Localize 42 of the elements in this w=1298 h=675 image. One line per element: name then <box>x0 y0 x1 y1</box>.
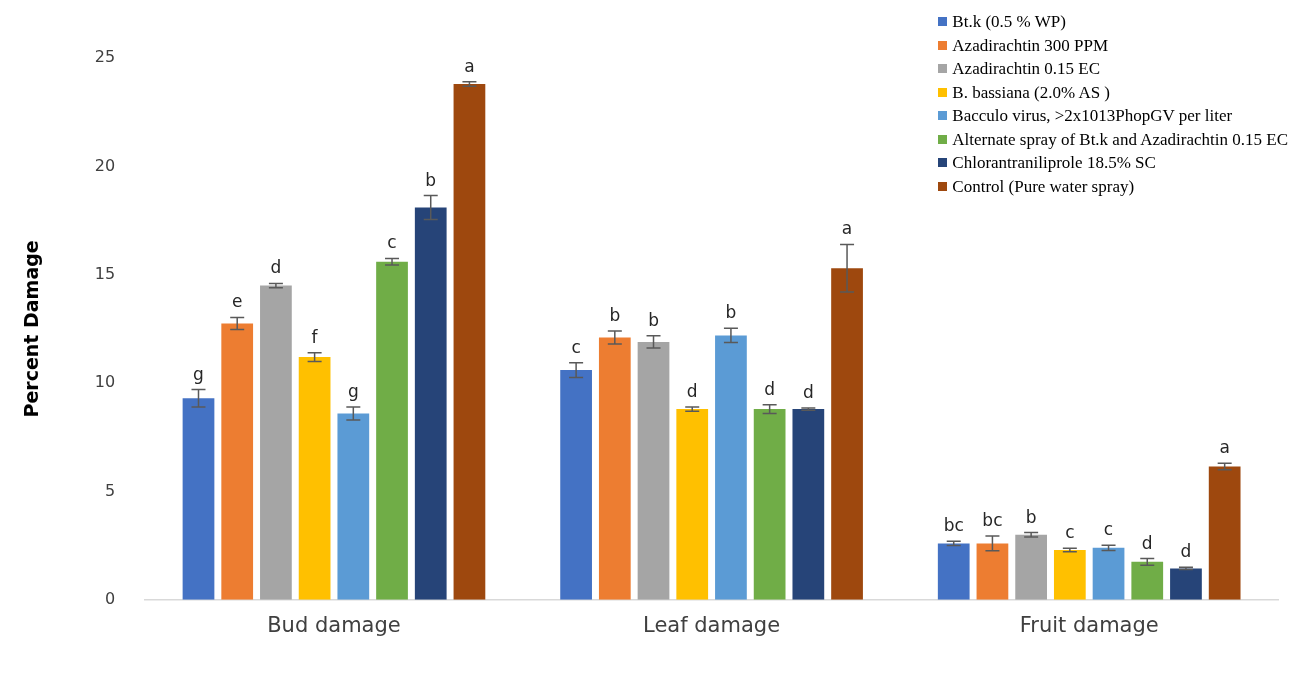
x-tick-label: Bud damage <box>267 612 401 637</box>
data-label: c <box>387 232 397 253</box>
legend-label: Control (Pure water spray) <box>952 175 1135 198</box>
data-label: b <box>609 304 621 325</box>
legend-label: Chlorantraniliprole 18.5% SC <box>952 152 1156 174</box>
y-axis-title: Percent Damage <box>20 240 43 418</box>
y-tick-label: 20 <box>94 155 116 175</box>
data-label: c <box>1065 522 1075 543</box>
legend-label: Alternate spray of Bt.k and Azadirachtin 0.15 EC <box>952 128 1288 151</box>
data-label: c <box>1103 519 1114 540</box>
y-tick-label: 0 <box>104 588 116 608</box>
x-tick-label: Fruit damage <box>1019 612 1159 637</box>
data-label: c <box>571 336 581 357</box>
data-label: g <box>347 380 359 401</box>
y-tick-label: 25 <box>94 47 116 67</box>
data-label: e <box>231 291 243 312</box>
data-label: a <box>464 55 475 76</box>
y-tick-label: 10 <box>94 372 116 392</box>
data-label: a <box>841 218 853 239</box>
legend-label: Azadirachtin 0.15 EC <box>952 58 1101 80</box>
data-label: d <box>764 378 776 399</box>
data-label: f <box>311 326 319 347</box>
data-label: d <box>1141 532 1153 553</box>
data-label: b <box>425 169 437 190</box>
data-label: d <box>802 381 814 402</box>
data-label: b <box>725 302 737 323</box>
y-tick-label: 5 <box>104 480 116 500</box>
legend-label: Bt.k (0.5 % WP) <box>952 11 1066 33</box>
data-label: bc <box>943 515 964 536</box>
data-label: g <box>193 363 204 384</box>
legend-label: B. bassiana (2.0% AS ) <box>952 81 1111 104</box>
data-label: bc <box>982 510 1003 531</box>
data-label: d <box>1180 541 1192 562</box>
data-label: a <box>1219 437 1230 458</box>
legend-label: Azadirachtin 300 PPM <box>952 34 1109 57</box>
x-tick-label: Leaf damage <box>643 612 781 637</box>
y-tick-label: 15 <box>94 263 116 283</box>
legend-label: Bacculo virus, >2x1013PhopGV per liter <box>952 105 1233 127</box>
data-label: b <box>1025 506 1037 527</box>
data-label: d <box>686 380 698 401</box>
data-label: d <box>270 257 282 278</box>
data-label: b <box>648 309 659 330</box>
